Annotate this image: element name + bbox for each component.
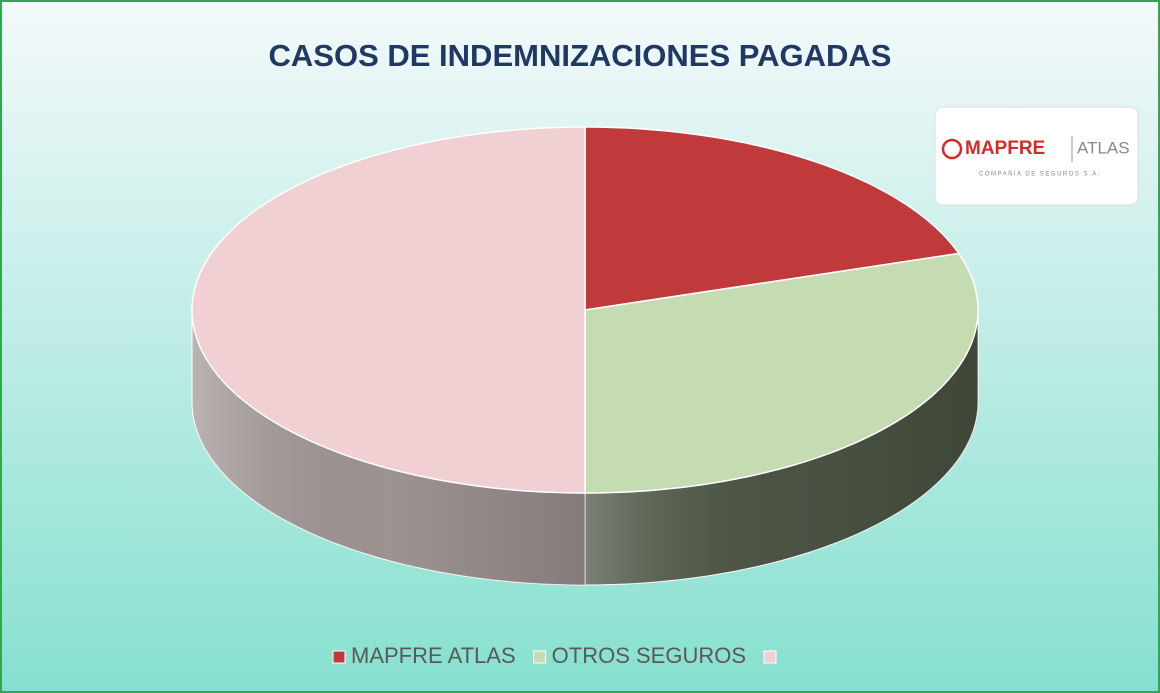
legend-swatch — [763, 650, 777, 664]
slice-side-shade — [585, 310, 978, 585]
logo-tagline: COMPAÑÍA DE SEGUROS S.A. — [979, 171, 1101, 178]
slice — [584, 126, 961, 311]
slice — [584, 252, 979, 494]
logo-brand: MAPFRE — [965, 138, 1045, 159]
legend-label: OTROS SEGUROS — [552, 643, 746, 668]
slice — [191, 126, 586, 494]
slice-side-shade — [192, 310, 585, 585]
legend-swatch — [533, 650, 547, 664]
logo: MAPFRE ATLAS COMPAÑÍA DE SEGUROS S.A. — [934, 106, 1139, 206]
logo-box — [934, 106, 1139, 206]
chart-title: CASOS DE INDEMNIZACIONES PAGADAS — [269, 38, 892, 73]
logo-icon — [941, 138, 963, 160]
legend: MAPFRE ATLAS OTROS SEGUROS — [332, 643, 777, 668]
legend-label: MAPFRE ATLAS — [351, 643, 516, 668]
logo-name: ATLAS — [1077, 138, 1130, 157]
legend-swatch — [332, 650, 346, 664]
